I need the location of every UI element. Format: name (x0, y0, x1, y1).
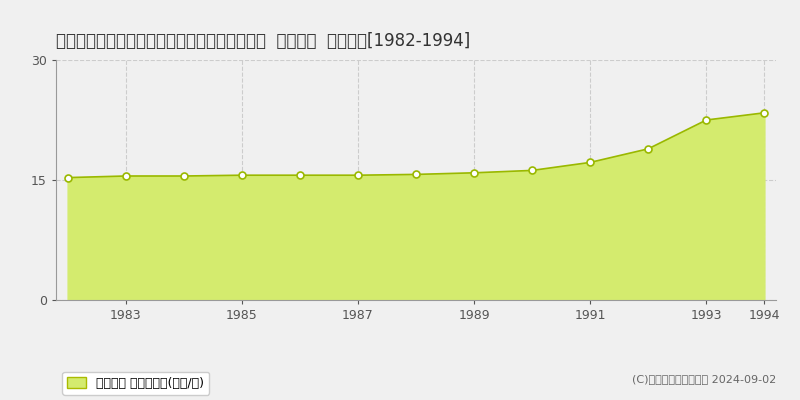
Text: (C)土地価格ドットコム 2024-09-02: (C)土地価格ドットコム 2024-09-02 (632, 374, 776, 384)
Point (410, 171, 422, 178)
Point (294, 172, 306, 178)
Text: 徳島県板野郡松茂町住吉字住吉開拓９９番５外  地価公示  地価推移[1982-1994]: 徳島県板野郡松茂町住吉字住吉開拓９９番５外 地価公示 地価推移[1982-199… (56, 32, 470, 50)
Point (584, 159, 597, 166)
Point (526, 167, 538, 174)
Legend: 地価公示 平均坪単価(万円/坪): 地価公示 平均坪単価(万円/坪) (62, 372, 209, 394)
Point (700, 117, 713, 123)
Point (235, 172, 248, 178)
Point (119, 173, 132, 179)
Point (178, 173, 190, 179)
Point (468, 170, 481, 176)
Point (758, 110, 770, 116)
Point (351, 172, 364, 178)
Point (642, 146, 654, 152)
Point (62, 174, 74, 181)
